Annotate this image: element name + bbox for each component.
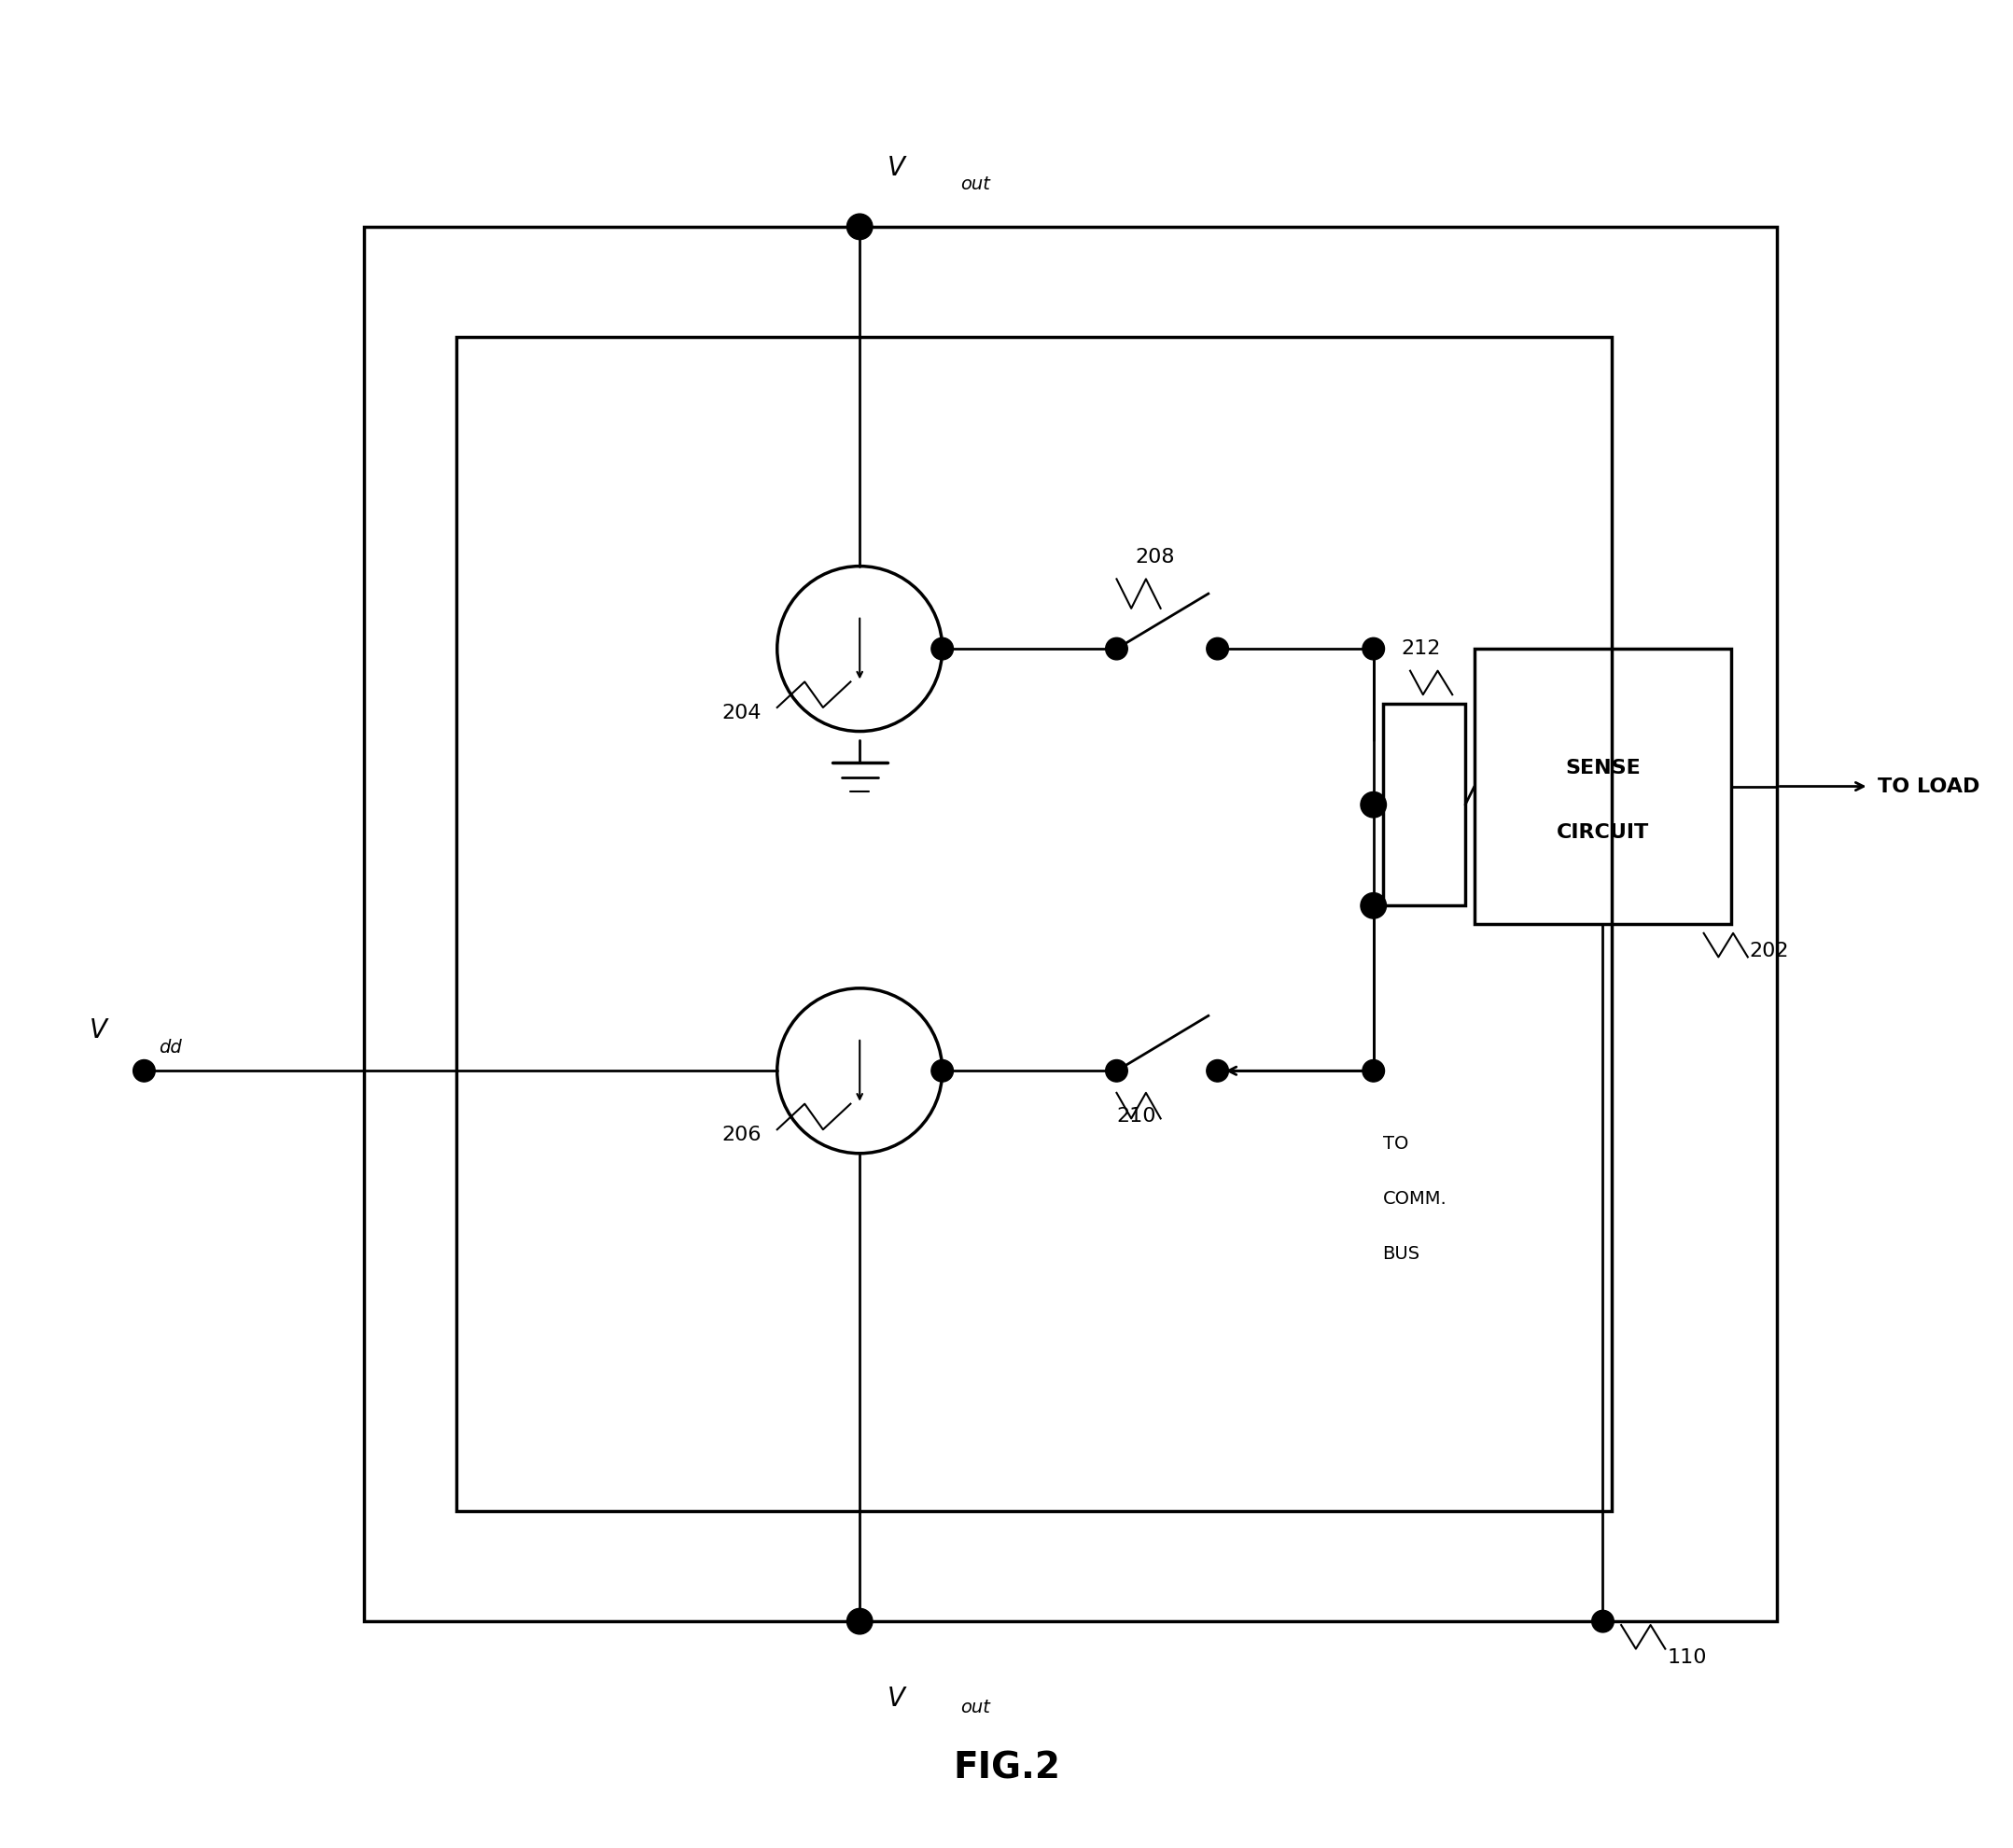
Text: 110: 110 — [1667, 1648, 1707, 1667]
Bar — [1474, 649, 1731, 924]
Circle shape — [932, 1059, 954, 1081]
Text: SENSE: SENSE — [1566, 760, 1641, 778]
Circle shape — [1206, 638, 1228, 660]
Text: 204: 204 — [723, 704, 761, 723]
Text: 206: 206 — [723, 1125, 761, 1144]
Circle shape — [1592, 1610, 1614, 1632]
Text: FIG.2: FIG.2 — [952, 1750, 1061, 1785]
Circle shape — [133, 1059, 155, 1081]
Text: dd: dd — [159, 1039, 181, 1055]
Text: 212: 212 — [1401, 639, 1441, 658]
Circle shape — [1363, 793, 1385, 815]
Circle shape — [1363, 1059, 1385, 1081]
Circle shape — [932, 638, 954, 660]
Circle shape — [1105, 638, 1127, 660]
Text: TO: TO — [1383, 1135, 1409, 1153]
Text: BUS: BUS — [1383, 1246, 1419, 1264]
Circle shape — [1206, 1059, 1228, 1081]
Text: TO LOAD: TO LOAD — [1878, 776, 1981, 796]
FancyBboxPatch shape — [1383, 704, 1465, 906]
Text: V: V — [888, 1685, 906, 1711]
Text: out: out — [960, 176, 990, 194]
Text: 210: 210 — [1117, 1107, 1155, 1125]
Text: CIRCUIT: CIRCUIT — [1556, 822, 1649, 841]
Circle shape — [849, 1610, 872, 1632]
Text: V: V — [89, 1016, 107, 1044]
Bar — [364, 227, 1777, 1621]
Circle shape — [1361, 793, 1387, 817]
Circle shape — [1361, 893, 1387, 918]
Text: V: V — [888, 155, 906, 181]
Circle shape — [1105, 1059, 1127, 1081]
Text: COMM.: COMM. — [1383, 1190, 1447, 1209]
Text: out: out — [960, 1698, 990, 1717]
Circle shape — [1363, 638, 1385, 660]
Bar — [457, 336, 1612, 1512]
Circle shape — [847, 214, 872, 240]
Text: 202: 202 — [1749, 942, 1790, 961]
Circle shape — [847, 1608, 872, 1634]
Text: 208: 208 — [1135, 547, 1176, 565]
